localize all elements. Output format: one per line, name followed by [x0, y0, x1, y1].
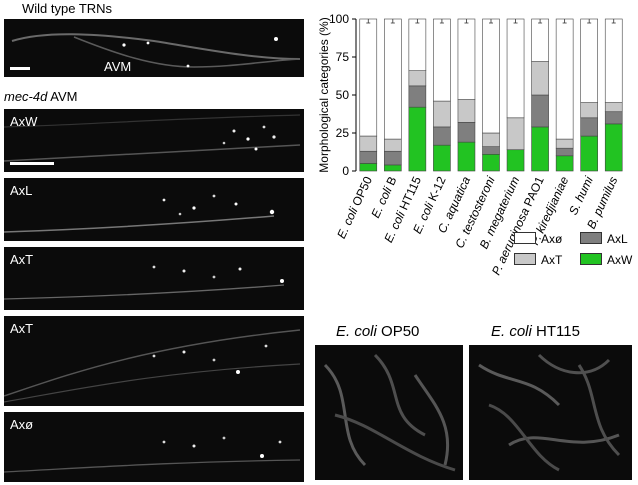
bar-segment-axt	[359, 135, 378, 152]
image-panel-5: Axø	[4, 412, 304, 482]
legend-label-axw: AxW	[607, 253, 633, 267]
y-tick-label: 0	[342, 164, 349, 178]
section-title-italic: mec-4d	[4, 89, 48, 104]
bar-segment-axw	[555, 155, 574, 172]
bar-segment-axt	[384, 138, 402, 152]
bar-segment-axnull	[433, 18, 451, 102]
category-label-rest: PAO1	[520, 174, 547, 211]
wildtype-title: Wild type TRNs	[22, 1, 113, 16]
bar-segment-axnull	[482, 18, 500, 134]
bar-segment-axl	[482, 146, 500, 155]
legend-swatch-axl	[580, 232, 602, 244]
y-tick-label: 100	[329, 12, 349, 26]
bar-segment-axl	[384, 150, 402, 166]
bar-segment-axnull	[457, 18, 476, 100]
bar-segment-axw	[482, 153, 500, 172]
bar-segment-axnull	[359, 18, 378, 137]
panel-4-drawing	[4, 329, 301, 403]
bar-segment-axl	[604, 111, 623, 125]
plate-left-title-italic: E. coli	[336, 323, 377, 340]
bar-segment-axnull	[384, 18, 402, 140]
bar-segment-axnull	[580, 18, 598, 103]
bar-segment-axw	[580, 135, 598, 172]
y-axis-label: Morphological categories (%)	[317, 17, 331, 172]
bar-segment-axw	[359, 163, 378, 172]
bar-segment-axl	[433, 126, 451, 146]
plate-right-worms	[478, 353, 621, 472]
panel-3-drawing	[4, 265, 285, 300]
bar-segment-axt	[604, 102, 623, 113]
plate-right-title-rest: HT115	[531, 323, 580, 340]
legend-swatch-axw	[580, 253, 602, 265]
panel-1-drawing	[4, 114, 301, 162]
bar-segment-axt	[433, 100, 451, 128]
image-panel-1: AxW	[4, 109, 304, 172]
bar-segment-axl	[531, 94, 549, 128]
bar-segment-axnull	[408, 18, 427, 71]
bar-segment-axt	[531, 61, 549, 96]
bar-segment-axnull	[531, 18, 549, 62]
plate-left-title-rest: OP50	[376, 323, 420, 340]
scale-bar	[10, 67, 30, 70]
bar-segment-axw	[506, 149, 525, 172]
bar-segment-axnull	[506, 18, 525, 119]
panel-4-label: AxT	[10, 321, 34, 336]
plate-right-title-italic: E. coli	[491, 323, 532, 340]
bar-segment-axt	[482, 132, 500, 147]
bar-segment-axt	[580, 102, 598, 119]
category-label-rest: B	[382, 174, 399, 190]
legend-label-axl: AxL	[607, 232, 628, 246]
panel-5-label: Axø	[10, 417, 34, 432]
bar-segment-axl	[359, 150, 378, 164]
category-label-rest: K-12	[424, 174, 449, 206]
bar-segment-axt	[555, 138, 574, 149]
panel-5-drawing	[4, 436, 301, 473]
bar-segment-axw	[433, 144, 451, 172]
panel-1-scale-bar	[10, 162, 54, 165]
panel-2-label: AxL	[10, 183, 33, 198]
bar-segment-axnull	[555, 18, 574, 140]
legend-label-axt: AxT	[541, 253, 563, 267]
section-title-rest: AVM	[47, 89, 78, 104]
y-tick-label: 50	[336, 88, 350, 102]
image-panel-3: AxT	[4, 247, 304, 310]
bar-segment-axt	[457, 99, 476, 123]
category-label: E. coli OP50	[334, 174, 375, 241]
plate-right-image	[469, 345, 632, 480]
bar-segment-axl	[457, 122, 476, 143]
bar-segment-axw	[457, 141, 476, 172]
panel-3-label: AxT	[10, 252, 34, 267]
plate-left-image	[315, 345, 463, 480]
y-tick-label: 75	[336, 50, 350, 64]
plate-left-worms	[323, 353, 456, 472]
bar-segment-axt	[408, 70, 427, 87]
bar-segment-axw	[384, 164, 402, 172]
legend-label-axnull: Axø	[541, 232, 563, 246]
image-panel-2: AxL	[4, 178, 304, 241]
bar-segment-axl	[555, 147, 574, 157]
bar-segment-axw	[531, 126, 549, 172]
bar-segment-axl	[580, 117, 598, 137]
bar-segment-axt	[506, 117, 525, 151]
plate-left-title: E. coli OP50	[336, 323, 419, 340]
bar-segment-axnull	[604, 18, 623, 103]
category-label-rest: OP50	[348, 174, 375, 211]
y-tick-label: 25	[336, 126, 350, 140]
avm-label: AVM	[104, 59, 132, 74]
plate-right-title: E. coli HT115	[491, 323, 580, 340]
bar-segment-axl	[408, 85, 427, 108]
wildtype-image: AVM	[4, 19, 304, 77]
bar-segment-axw	[408, 106, 427, 172]
wildtype-worm-drawing	[11, 33, 301, 68]
legend-swatch-axnull	[514, 232, 536, 244]
section-title: mec-4d AVM	[4, 89, 77, 104]
image-panel-4: AxT	[4, 316, 304, 406]
legend-swatch-axt	[514, 253, 536, 265]
bar-segment-axw	[604, 123, 623, 172]
panel-2-drawing	[4, 194, 275, 233]
panel-1-label: AxW	[10, 114, 38, 129]
